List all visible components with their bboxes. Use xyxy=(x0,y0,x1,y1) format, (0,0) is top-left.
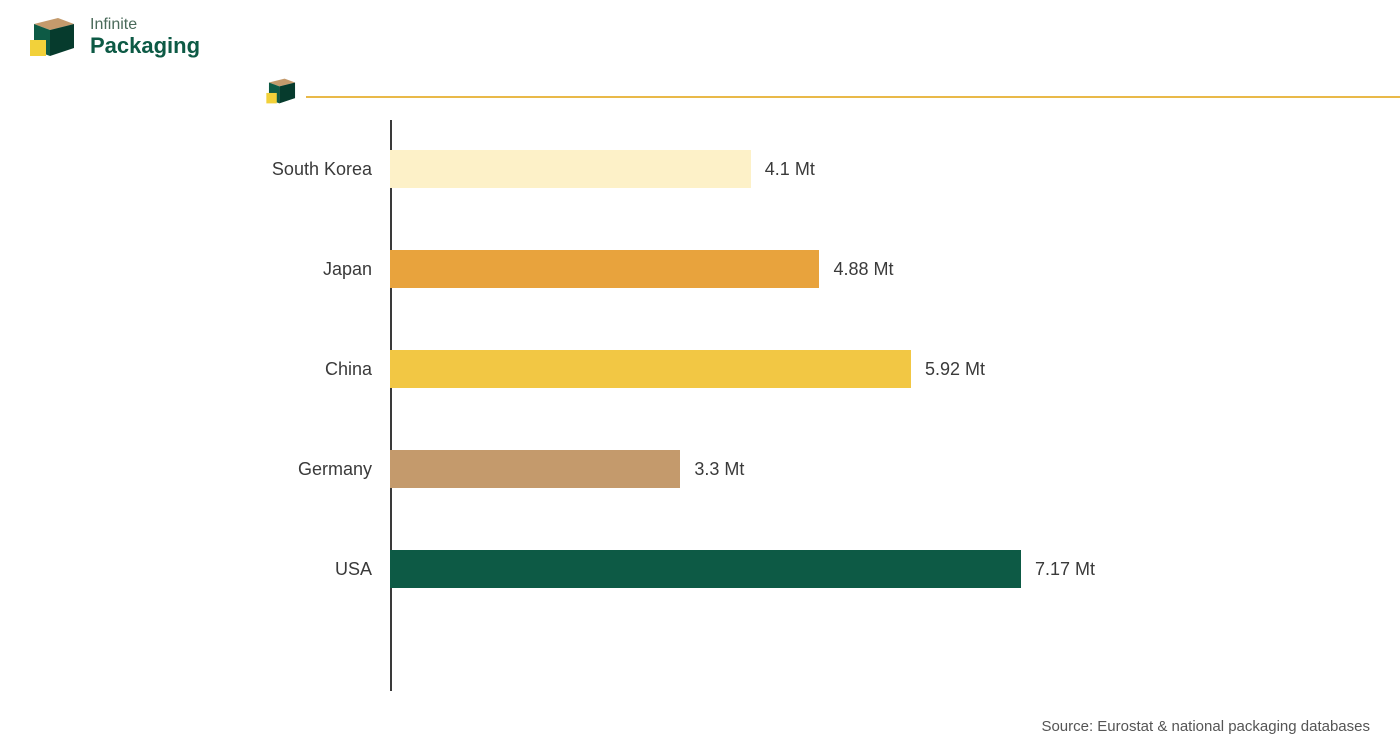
bar-label: Germany xyxy=(0,459,390,480)
y-axis xyxy=(390,120,392,691)
bar-chart: South Korea 4.1 Mt Japan 4.88 Mt China 5.92 M… xyxy=(0,120,1370,701)
bar-value: 4.88 Mt xyxy=(819,259,893,280)
bar-label: USA xyxy=(0,559,390,580)
bar-rect xyxy=(390,350,911,388)
bar-label: Japan xyxy=(0,259,390,280)
bar-rect xyxy=(390,150,751,188)
logo-line2: Packaging xyxy=(90,34,200,58)
bar-row: Germany 3.3 Mt xyxy=(0,450,1370,488)
bar-label: South Korea xyxy=(0,159,390,180)
bar-value: 3.3 Mt xyxy=(680,459,744,480)
bar-row: China 5.92 Mt xyxy=(0,350,1370,388)
brand-logo: Infinite Packaging xyxy=(28,14,200,60)
source-footnote: Source: Eurostat & national packaging da… xyxy=(1041,718,1370,735)
logo-line1: Infinite xyxy=(90,16,200,34)
mini-box-icon xyxy=(262,76,302,111)
bar-value: 7.17 Mt xyxy=(1021,559,1095,580)
bar-value: 4.1 Mt xyxy=(751,159,815,180)
bar-row: South Korea 4.1 Mt xyxy=(0,150,1370,188)
header-divider xyxy=(306,96,1400,98)
bar-rect xyxy=(390,550,1021,588)
bar-value: 5.92 Mt xyxy=(911,359,985,380)
box-icon xyxy=(28,14,80,60)
bar-row: Japan 4.88 Mt xyxy=(0,250,1370,288)
bar-rect xyxy=(390,250,819,288)
bar-rect xyxy=(390,450,680,488)
bar-label: China xyxy=(0,359,390,380)
bar-row: USA 7.17 Mt xyxy=(0,550,1370,588)
